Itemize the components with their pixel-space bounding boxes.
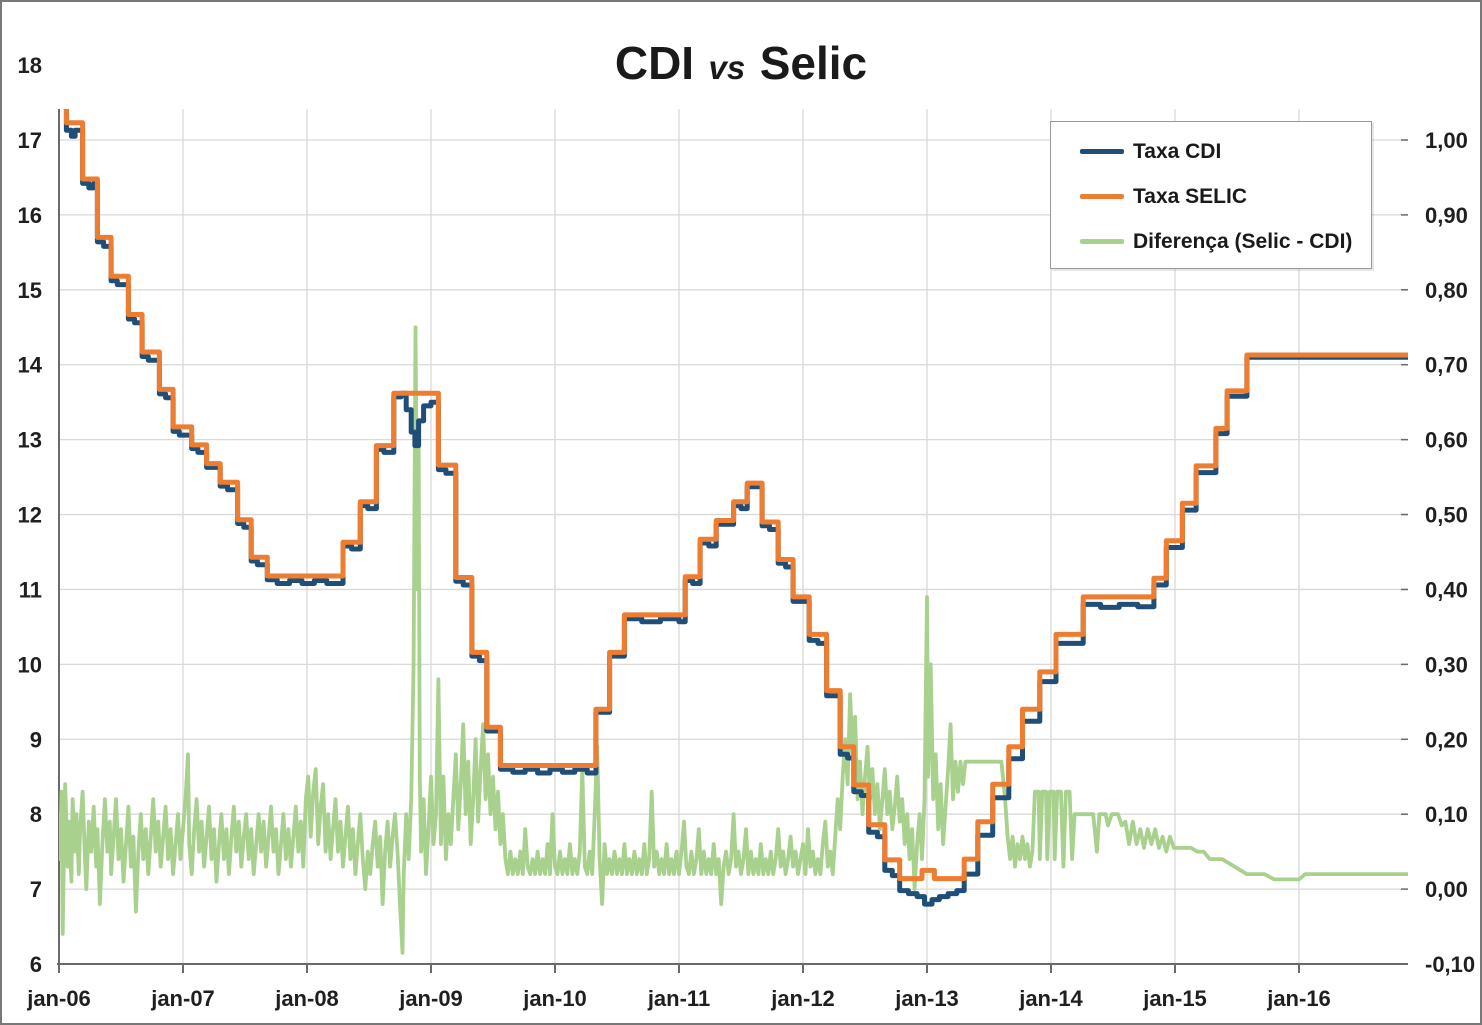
legend-item-diff: Diferença (Selic - CDI) [1051,219,1371,264]
y-left-tick-label: 18 [18,53,42,78]
diff-line [59,325,1408,955]
y-left-tick-label: 6 [30,952,42,977]
y-right-tick-label: 0,50 [1425,503,1468,528]
y-left-tick-label: 17 [18,128,42,153]
y-right-tick-label: 0,80 [1425,278,1468,303]
selic-line-swatch [1080,194,1124,199]
legend-item-cdi: Taxa CDI [1051,129,1371,174]
x-tick-label: jan-06 [26,986,91,1011]
y-left-tick-label: 16 [18,203,42,228]
y-left-tick-label: 7 [30,877,42,902]
x-tick-label: jan-16 [1266,986,1331,1011]
y-right-tick-label: 0,40 [1425,577,1468,602]
diff-line-swatch [1080,239,1124,244]
x-tick-label: jan-13 [894,986,959,1011]
y-right-tick-label: 0,10 [1425,802,1468,827]
y-left-tick-label: 10 [18,652,42,677]
legend-label-cdi: Taxa CDI [1133,139,1222,163]
y-left-tick-label: 8 [30,802,42,827]
y-right-tick-label: -0,10 [1425,952,1475,977]
y-right-tick-label: 0,00 [1425,877,1468,902]
x-tick-label: jan-12 [770,986,835,1011]
y-left-tick-label: 14 [18,353,43,378]
cdi-line [63,109,1408,907]
y-right-tick-label: 1,00 [1425,128,1468,153]
y-left-tick-label: 13 [18,428,42,453]
x-tick-label: jan-08 [274,986,339,1011]
y-left-tick-label: 11 [19,577,42,602]
x-tick-label: jan-11 [647,986,710,1011]
y-left-tick-label: 12 [18,503,42,528]
x-tick-label: jan-07 [150,986,215,1011]
y-right-tick-label: 0,30 [1425,652,1468,677]
chart-title: CDI vs Selic [2,36,1480,90]
legend-label-selic: Taxa SELIC [1133,184,1247,208]
legend-label-diff: Diferença (Selic - CDI) [1133,229,1353,253]
chart-title-part2: Selic [759,37,868,89]
y-left-tick-label: 9 [30,727,42,752]
y-right-tick-label: 0,60 [1425,428,1468,453]
chart-title-part1: CDI [614,37,695,89]
x-tick-label: jan-10 [522,986,587,1011]
legend-item-selic: Taxa SELIC [1051,174,1371,219]
cdi-line-swatch [1080,149,1124,154]
chart-title-vs: vs [708,49,746,86]
y-right-tick-label: 0,70 [1425,353,1468,378]
legend: Taxa CDI Taxa SELIC Diferença (Selic - C… [1050,121,1372,269]
x-tick-label: jan-15 [1142,986,1207,1011]
x-tick-label: jan-09 [398,986,463,1011]
y-right-tick-label: 0,20 [1425,727,1468,752]
y-right-tick-label: 0,90 [1425,203,1468,228]
y-left-tick-label: 15 [18,278,42,303]
selic-line [63,109,1408,882]
x-tick-label: jan-14 [1018,986,1083,1011]
